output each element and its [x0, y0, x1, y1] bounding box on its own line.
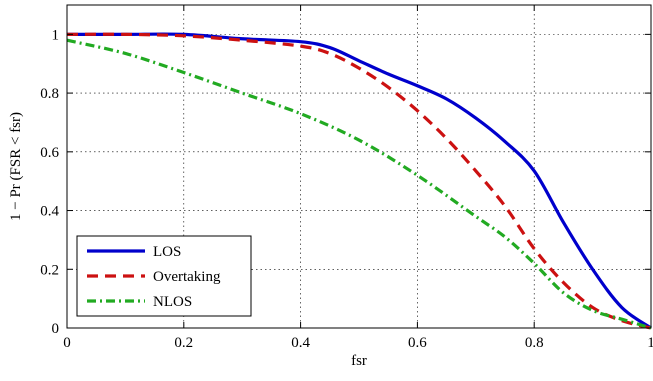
x-tick-label: 0.4	[291, 335, 310, 351]
y-tick-label: 0.6	[40, 145, 59, 161]
series-line-overtaking	[66, 32, 652, 330]
tick-labels: 0 0.2 0.4 0.6 0.8 1 0 0.2 0.4 0.6 0.8 1	[40, 27, 653, 351]
x-tick-label: 0.6	[408, 335, 427, 351]
y-tick-label: 0.2	[40, 262, 59, 278]
series-line-los	[67, 32, 652, 330]
x-tick-label: 0.2	[174, 335, 193, 351]
legend-label-overtaking: Overtaking	[153, 269, 221, 285]
x-tick-label: 1	[647, 335, 653, 351]
legend-label-los: LOS	[153, 244, 181, 260]
y-tick-label: 0	[52, 321, 60, 337]
legend-label-nlos: NLOS	[153, 294, 192, 310]
y-tick-label: 1	[52, 27, 60, 43]
x-tick-label: 0	[63, 335, 71, 351]
legend: LOS Overtaking NLOS	[76, 235, 252, 317]
x-tick-label: 0.8	[525, 335, 544, 351]
plot-frame	[66, 4, 652, 329]
ticks	[66, 5, 652, 329]
grid	[67, 5, 651, 328]
y-tick-label: 0.8	[40, 86, 59, 102]
y-axis-label: 1 − Pr (FSR < fsr)	[8, 112, 24, 221]
y-tick-label: 0.4	[40, 204, 59, 220]
series-line-nlos	[66, 38, 652, 330]
x-axis-label: fsr	[351, 353, 367, 369]
series-layer	[66, 32, 652, 330]
